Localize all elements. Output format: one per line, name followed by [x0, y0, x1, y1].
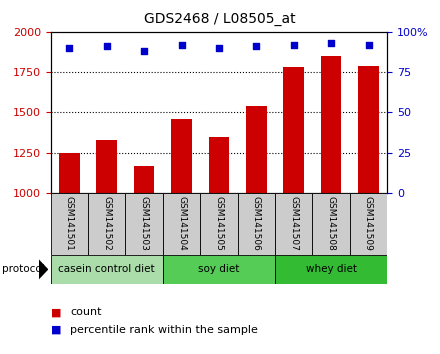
Bar: [283, 67, 304, 193]
Point: [216, 45, 223, 51]
Text: GSM141504: GSM141504: [177, 196, 186, 251]
Bar: [275, 193, 312, 255]
Bar: [134, 166, 154, 193]
Text: count: count: [70, 307, 102, 317]
Bar: [171, 119, 192, 193]
Bar: [200, 193, 238, 255]
Text: ■: ■: [51, 325, 61, 335]
Point: [141, 48, 148, 54]
Point: [327, 40, 335, 46]
Bar: [350, 193, 387, 255]
Text: percentile rank within the sample: percentile rank within the sample: [70, 325, 258, 335]
Text: GSM141501: GSM141501: [65, 196, 74, 251]
Bar: [96, 140, 117, 193]
Bar: [51, 193, 88, 255]
Text: soy diet: soy diet: [198, 264, 240, 274]
Text: protocol: protocol: [2, 264, 45, 274]
Point: [66, 45, 73, 51]
Bar: [275, 255, 387, 284]
Text: ■: ■: [51, 307, 61, 317]
Text: GSM141507: GSM141507: [289, 196, 298, 251]
Point: [178, 42, 185, 47]
Text: GSM141505: GSM141505: [214, 196, 224, 251]
Point: [253, 44, 260, 49]
Bar: [59, 153, 80, 193]
Point: [365, 42, 372, 47]
Bar: [209, 137, 229, 193]
Point: [290, 42, 297, 47]
Bar: [312, 193, 350, 255]
Bar: [321, 56, 341, 193]
Text: GSM141503: GSM141503: [139, 196, 149, 251]
Bar: [51, 255, 163, 284]
Polygon shape: [39, 259, 48, 280]
Text: whey diet: whey diet: [306, 264, 356, 274]
Bar: [88, 193, 125, 255]
Text: casein control diet: casein control diet: [59, 264, 155, 274]
Bar: [246, 106, 267, 193]
Point: [103, 44, 110, 49]
Text: GSM141502: GSM141502: [102, 196, 111, 251]
Bar: [358, 66, 379, 193]
Bar: [125, 193, 163, 255]
Bar: [163, 255, 275, 284]
Text: GSM141508: GSM141508: [326, 196, 336, 251]
Text: GDS2468 / L08505_at: GDS2468 / L08505_at: [144, 12, 296, 27]
Text: GSM141509: GSM141509: [364, 196, 373, 251]
Bar: [163, 193, 200, 255]
Bar: [238, 193, 275, 255]
Text: GSM141506: GSM141506: [252, 196, 261, 251]
